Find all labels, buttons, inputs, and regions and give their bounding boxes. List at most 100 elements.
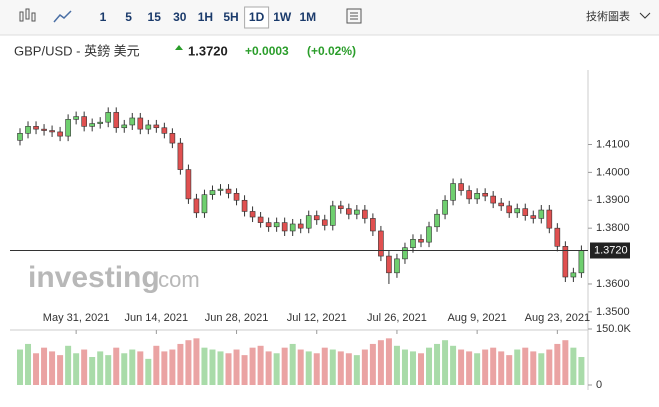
volume-bar [418, 353, 424, 385]
volume-bar [466, 351, 473, 385]
candle-body [41, 128, 47, 131]
volume-bar [530, 351, 537, 385]
volume-bar [377, 340, 384, 385]
volume-bar [113, 347, 120, 385]
candle-body [49, 130, 55, 133]
volume-bar [321, 347, 328, 385]
candle-body [129, 117, 136, 126]
candle-body [450, 183, 456, 201]
interval-button[interactable]: 5H [223, 10, 238, 24]
x-tick-label: Aug 23, 2021 [525, 312, 590, 324]
last-price-label: 1.3720 [594, 244, 628, 256]
volume-bar [514, 349, 521, 385]
interval-button[interactable]: 1D [249, 10, 265, 24]
candle-body [201, 194, 208, 214]
candle-body [177, 142, 184, 170]
line-icon[interactable] [53, 10, 72, 23]
candle-body [482, 193, 488, 197]
interval-button[interactable]: 5 [125, 10, 132, 24]
volume-bar [209, 349, 216, 385]
candle-body [73, 116, 79, 120]
watermark-suffix: .com [152, 267, 200, 292]
volume-bar [313, 353, 320, 385]
candle-body [17, 133, 23, 141]
candle-body [121, 124, 128, 129]
volume-bar [337, 351, 344, 385]
volume-bar [522, 347, 529, 385]
candle-icon[interactable] [19, 8, 36, 22]
technical-charts[interactable]: 技術圖表 [586, 9, 630, 23]
candle-body [153, 124, 160, 129]
candle-body [346, 208, 352, 215]
volume-bar [89, 357, 96, 385]
dropdown-icon[interactable] [639, 12, 651, 19]
candle-body [426, 226, 432, 243]
volume-bar [193, 338, 200, 385]
change: +0.0003 [245, 44, 289, 58]
candle-body [378, 230, 384, 257]
x-tick-label: Jun 28, 2021 [205, 312, 269, 324]
candle-body [265, 222, 272, 228]
volume-bar [65, 345, 72, 385]
interval-button[interactable]: 15 [148, 10, 162, 24]
volume-bar [570, 347, 577, 385]
interval-button[interactable]: 30 [173, 10, 187, 24]
settings-icon[interactable] [346, 8, 362, 24]
last-price-box [590, 242, 630, 259]
candle-body [354, 209, 360, 215]
volume-bar [474, 353, 481, 385]
candle-body [466, 190, 472, 200]
volume-bar [265, 351, 272, 385]
candle-body [33, 126, 39, 130]
volume-bar [57, 355, 64, 385]
volume-bar [161, 351, 168, 385]
interval-button[interactable]: 1 [100, 10, 107, 24]
volume-bar [546, 349, 553, 385]
volume-bar [97, 351, 104, 385]
volume-bar [538, 353, 545, 385]
x-tick-label: Jul 12, 2021 [287, 312, 347, 324]
candle-body [313, 215, 320, 221]
toolbar [0, 0, 659, 35]
volume-bar [401, 349, 408, 385]
volume-bar [169, 349, 176, 385]
change-percent: (+0.02%) [307, 44, 356, 58]
candle-body [257, 216, 264, 223]
candle-body [514, 208, 521, 214]
active-interval [244, 6, 270, 29]
candle-body [193, 198, 200, 214]
candle-body [161, 127, 168, 134]
volume-bar [289, 343, 296, 385]
candle-body [538, 209, 545, 219]
volume-bar [490, 347, 497, 385]
volume-bar [353, 355, 360, 385]
interval-button[interactable]: 1M [299, 10, 316, 24]
candle-body [498, 202, 505, 207]
candle-body [113, 112, 120, 129]
volume-bar [409, 351, 416, 385]
volume-bar [105, 355, 112, 385]
volume-bar [153, 345, 160, 385]
candle-body [578, 250, 585, 274]
candle-body [217, 188, 224, 191]
candle-body [442, 199, 448, 215]
volume-bar [498, 351, 505, 385]
candle-body [249, 211, 256, 218]
price: 1.3720 [188, 43, 228, 58]
candle-body [289, 223, 296, 232]
candle-body [370, 218, 376, 232]
y-tick-label: 1.4100 [596, 138, 630, 150]
interval-button[interactable]: 1H [198, 10, 213, 24]
candle-body [394, 258, 400, 274]
candle-body [25, 126, 31, 134]
candle-body [225, 188, 232, 194]
interval-button[interactable]: 1W [273, 10, 292, 24]
volume-bar [225, 353, 232, 385]
volume-bar [297, 349, 304, 385]
candle-body [145, 124, 152, 130]
watermark-brand: investing [28, 261, 160, 294]
candle-body [233, 193, 240, 201]
volume-bar [506, 355, 513, 385]
volume-bar [25, 343, 32, 385]
